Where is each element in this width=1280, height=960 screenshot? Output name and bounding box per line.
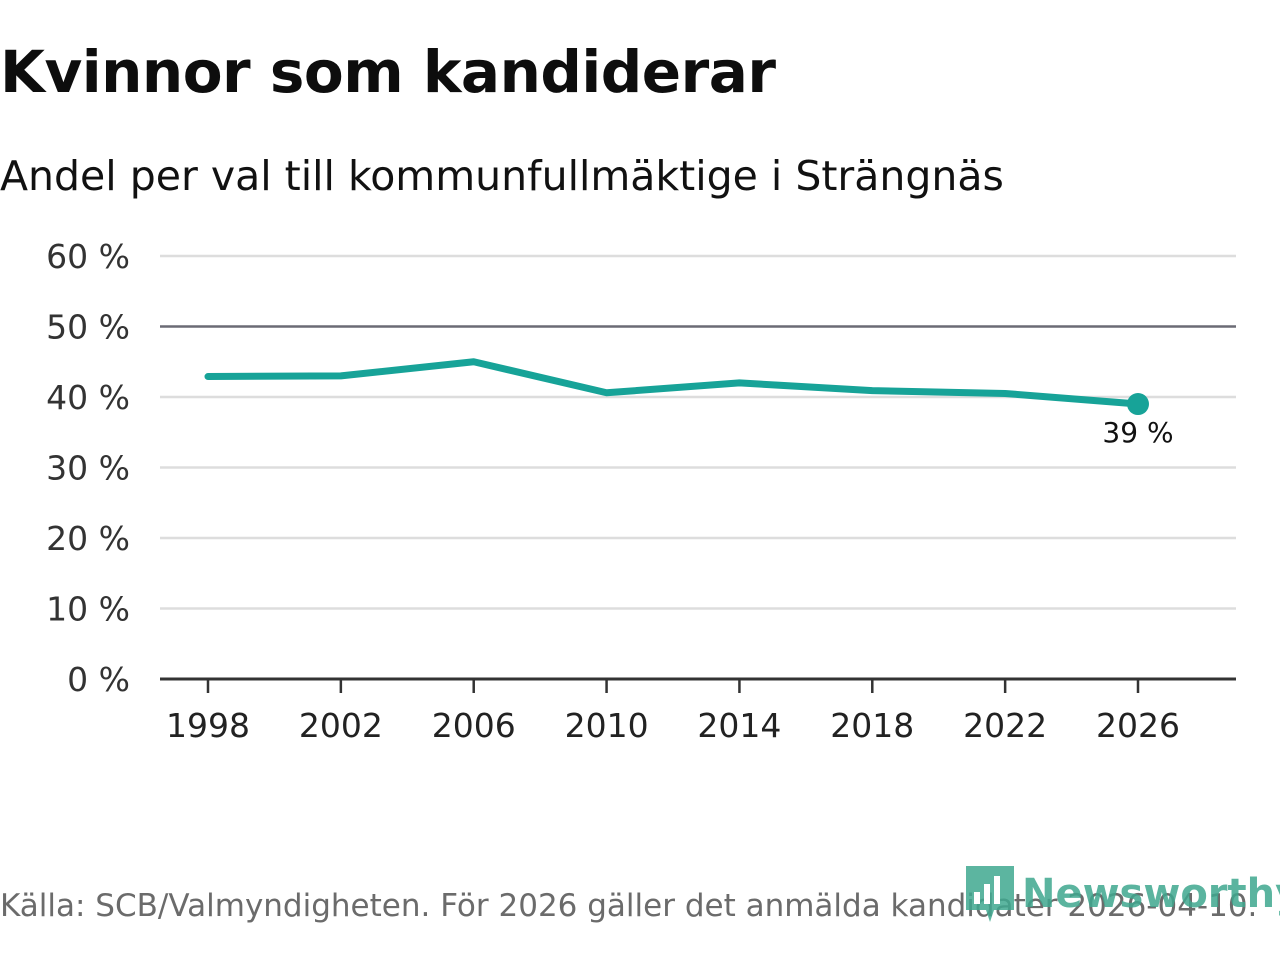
x-tick-label: 2026 xyxy=(1096,706,1180,745)
x-tick-label: 2002 xyxy=(299,706,383,745)
x-tick-label: 2006 xyxy=(432,706,516,745)
y-tick-label: 10 % xyxy=(46,590,130,629)
y-tick-label: 30 % xyxy=(46,449,130,488)
end-point xyxy=(1127,393,1149,416)
x-tick-label: 2014 xyxy=(697,706,781,745)
y-tick-label: 20 % xyxy=(46,519,130,558)
y-tick-label: 0 % xyxy=(67,660,130,699)
x-tick-label: 1998 xyxy=(166,706,250,745)
chart-subtitle: Andel per val till kommunfullmäktige i S… xyxy=(0,152,1004,200)
y-tick-label: 60 % xyxy=(46,237,130,276)
source-note: Källa: SCB/Valmyndigheten. För 2026 gäll… xyxy=(0,888,1258,924)
x-tick-label: 2010 xyxy=(565,706,649,745)
end-value-label: 39 % xyxy=(1102,416,1173,449)
brand-name: Newsworthy xyxy=(1022,871,1280,917)
y-tick-label: 40 % xyxy=(46,378,130,417)
y-tick-label: 50 % xyxy=(46,308,130,347)
x-tick-label: 2018 xyxy=(830,706,914,745)
chart-title: Kvinnor som kandiderar xyxy=(0,38,776,106)
bar-chart-icon xyxy=(966,866,1014,922)
x-tick-label: 2022 xyxy=(963,706,1047,745)
newsworthy-logo: Newsworthy xyxy=(964,864,1280,924)
series-line xyxy=(204,358,1142,408)
